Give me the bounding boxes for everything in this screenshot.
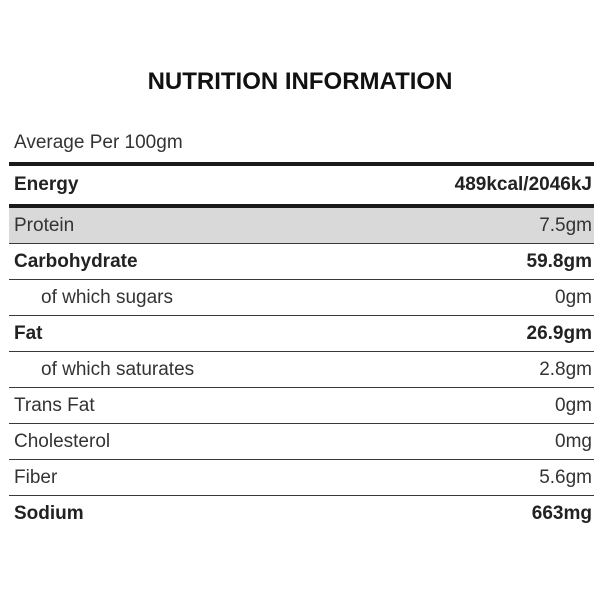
nutrient-value: 489kcal/2046kJ <box>454 174 592 195</box>
nutrient-value: 0gm <box>555 286 592 308</box>
nutrient-row-trans-fat: Trans Fat 0gm <box>9 388 594 424</box>
nutrient-label: Cholesterol <box>14 430 111 452</box>
nutrient-row-carbohydrate: Carbohydrate 59.8gm <box>9 244 594 280</box>
nutrient-value: 663mg <box>531 502 592 524</box>
nutrient-label: Energy <box>14 174 79 195</box>
nutrient-value: 7.5gm <box>539 214 592 236</box>
nutrient-row-cholesterol: Cholesterol 0mg <box>9 424 594 460</box>
nutrition-table: Energy 489kcal/2046kJ Protein 7.5gm Carb… <box>9 162 594 531</box>
nutrient-label: of which sugars <box>41 286 174 308</box>
nutrient-label: Carbohydrate <box>14 250 138 272</box>
nutrient-label: Fat <box>14 322 43 344</box>
nutrient-value: 0mg <box>555 430 592 452</box>
nutrient-label: Protein <box>14 214 75 236</box>
nutrient-label: Trans Fat <box>14 394 95 416</box>
nutrient-row-fiber: Fiber 5.6gm <box>9 460 594 496</box>
nutrient-label: Sodium <box>14 502 84 524</box>
nutrient-row-saturates: of which saturates 2.8gm <box>9 352 594 388</box>
nutrient-value: 26.9gm <box>526 322 592 344</box>
nutrient-value: 0gm <box>555 394 592 416</box>
table-top-rule <box>9 162 594 166</box>
page-title: NUTRITION INFORMATION <box>147 68 453 95</box>
nutrient-row-energy: Energy 489kcal/2046kJ <box>9 166 594 204</box>
serving-basis: Average Per 100gm <box>14 132 183 153</box>
nutrient-row-sugars: of which sugars 0gm <box>9 280 594 316</box>
nutrient-label: of which saturates <box>41 358 195 380</box>
table-divider-rule <box>9 204 594 208</box>
nutrient-row-sodium: Sodium 663mg <box>9 496 594 531</box>
nutrient-value: 5.6gm <box>539 466 592 488</box>
nutrient-value: 2.8gm <box>539 358 592 380</box>
nutrient-row-protein: Protein 7.5gm <box>9 208 594 244</box>
nutrient-value: 59.8gm <box>526 250 592 272</box>
nutrient-row-fat: Fat 26.9gm <box>9 316 594 352</box>
nutrient-label: Fiber <box>14 466 58 488</box>
